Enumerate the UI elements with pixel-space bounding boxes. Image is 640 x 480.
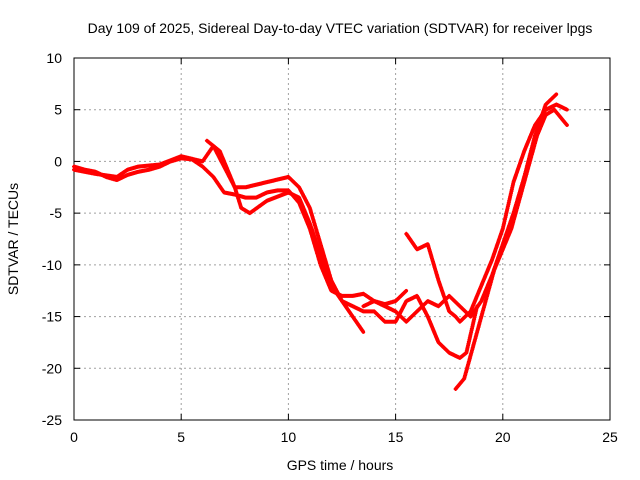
plot-frame [73, 57, 611, 421]
x-tick-label: 20 [495, 429, 511, 445]
y-tick-label: 10 [46, 50, 62, 66]
x-tick-label: 10 [281, 429, 297, 445]
y-tick-label: -10 [42, 257, 62, 273]
series-track-a [72, 156, 409, 307]
x-tick-label: 15 [388, 429, 404, 445]
series-trace [205, 138, 479, 360]
series-markers [361, 92, 558, 324]
series-trace [361, 92, 559, 324]
y-tick-label: 0 [54, 153, 62, 169]
series-markers [204, 138, 479, 360]
y-tick-label: -25 [42, 412, 62, 428]
series-trace [72, 156, 409, 306]
axis-ticks: 0 5 10 15 20 25 -25 -20 -15 -10 -5 0 5 10 [42, 50, 618, 445]
series-track-b [72, 143, 366, 334]
x-tick-label: 5 [177, 429, 185, 445]
y-tick-label: -5 [50, 205, 63, 221]
data-series [72, 92, 569, 391]
y-axis-title: SDTVAR / TECUs [5, 183, 21, 295]
x-axis-title: GPS time / hours [287, 457, 394, 473]
series-track-f [361, 92, 559, 324]
series-markers [72, 143, 365, 334]
series-trace [453, 107, 569, 391]
x-tick-label: 25 [602, 429, 618, 445]
chart-title: Day 109 of 2025, Sidereal Day-to-day VTE… [88, 20, 593, 36]
series-trace [72, 144, 366, 334]
x-tick-label: 0 [70, 429, 78, 445]
series-track-e [453, 107, 569, 391]
y-tick-label: -15 [42, 309, 62, 325]
series-track-c [204, 138, 479, 360]
y-tick-label: 5 [54, 102, 62, 118]
grid-lines [74, 58, 610, 420]
y-tick-label: -20 [42, 360, 62, 376]
